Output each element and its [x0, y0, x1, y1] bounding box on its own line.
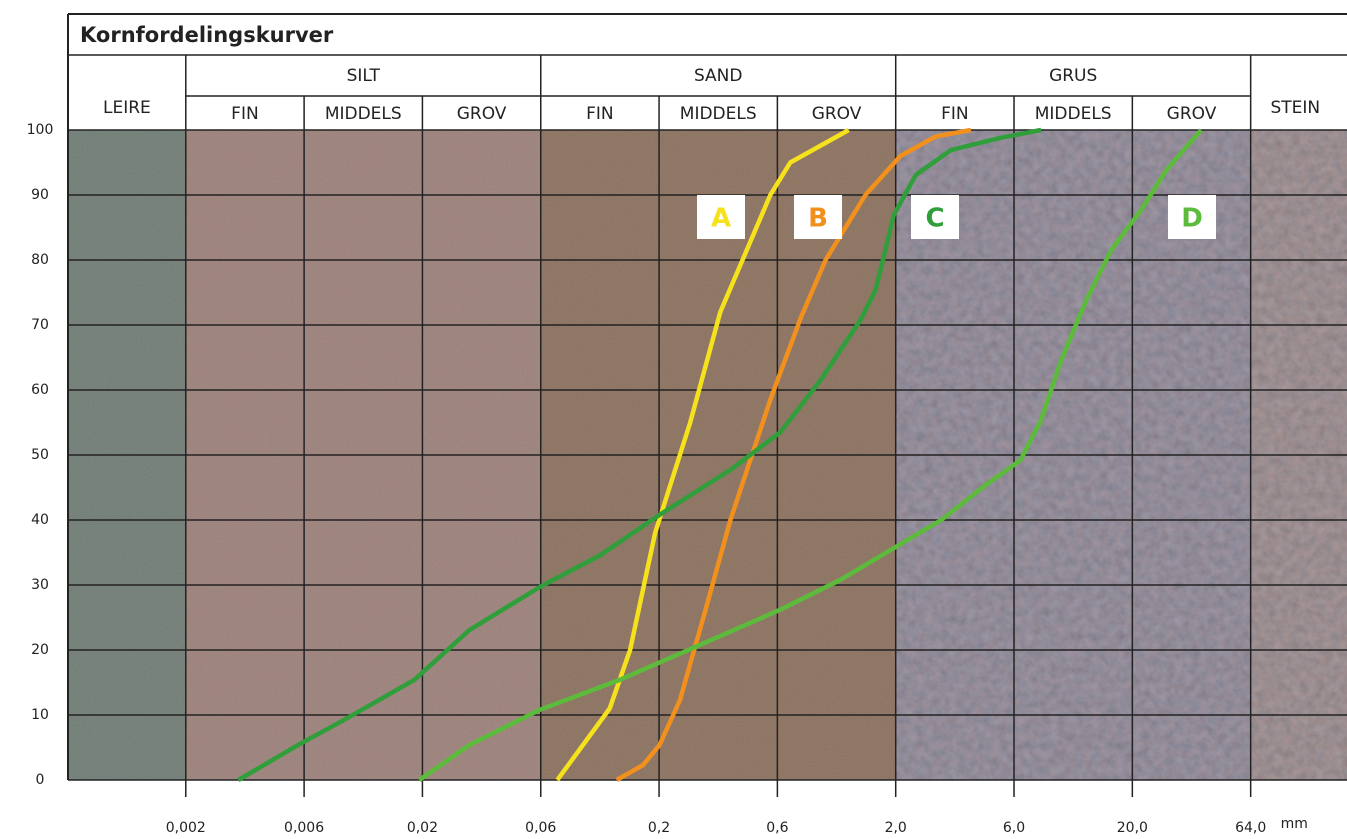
x-unit: mm: [1281, 816, 1308, 832]
chart-title: Kornfordelingskurver: [80, 23, 334, 47]
subzone-label: FIN: [586, 104, 614, 124]
subzone-label: MIDDELS: [680, 104, 757, 124]
x-tick-label: 2,0: [885, 820, 907, 836]
y-tick-label: 50: [31, 447, 49, 463]
y-tick-label: 90: [31, 187, 49, 203]
chart: 0 10 20 30 40 50 60 70 80 90 100 0,002 0,006 0,02 0,06…: [0, 0, 1347, 839]
zone-label: LEIRE: [103, 98, 151, 118]
curve-label: C: [925, 204, 944, 234]
zone-label: SAND: [694, 66, 743, 86]
zone-label: STEIN: [1271, 98, 1321, 118]
y-tick-label: 80: [31, 252, 49, 268]
curve-label: B: [808, 204, 828, 234]
y-tick-label: 70: [31, 317, 49, 333]
subzone-label: GROV: [1167, 104, 1217, 124]
subzone-label: MIDDELS: [325, 104, 402, 124]
x-tick-label: 0,06: [525, 820, 556, 836]
y-tick-label: 10: [31, 707, 49, 723]
curve-label: D: [1181, 204, 1203, 234]
zone-label: SILT: [347, 66, 381, 86]
y-tick-label: 60: [31, 382, 49, 398]
y-tick-label: 30: [31, 577, 49, 593]
subzone-label: MIDDELS: [1035, 104, 1112, 124]
subzone-label: FIN: [231, 104, 259, 124]
x-tick-label: 6,0: [1003, 820, 1025, 836]
y-tick-label: 20: [31, 642, 49, 658]
y-tick-label: 100: [27, 122, 54, 138]
y-tick-label: 40: [31, 512, 49, 528]
x-tick-label: 0,2: [648, 820, 670, 836]
x-tick-label: 20,0: [1117, 820, 1148, 836]
zone-label: GRUS: [1049, 66, 1097, 86]
x-tick-label: 0,002: [166, 820, 206, 836]
curve-label: A: [711, 204, 731, 234]
subzone-label: GROV: [457, 104, 507, 124]
subzone-label: FIN: [941, 104, 969, 124]
x-tick-label: 0,6: [766, 820, 788, 836]
y-tick-label: 0: [36, 772, 45, 788]
x-tick-label: 0,02: [407, 820, 438, 836]
x-tick-label: 64,0: [1235, 820, 1266, 836]
subzone-label: GROV: [812, 104, 862, 124]
x-tick-label: 0,006: [284, 820, 324, 836]
